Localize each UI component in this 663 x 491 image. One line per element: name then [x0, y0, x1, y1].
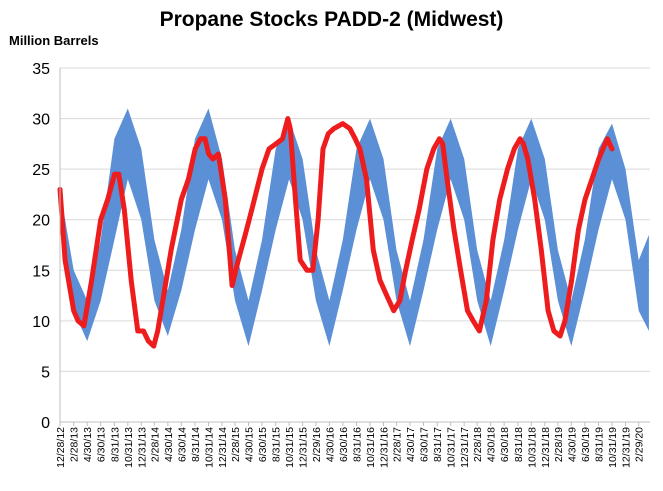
- x-tick-label: 8/31/17: [432, 427, 444, 462]
- x-tick-label: 12/31/15: [298, 427, 310, 468]
- x-tick-label: 2/28/19: [553, 427, 565, 462]
- x-tick-label: 2/28/18: [472, 427, 484, 462]
- x-tick-label: 8/31/13: [109, 427, 121, 462]
- x-tick-label: 12/28/12: [55, 427, 67, 468]
- x-tick-label: 12/31/18: [540, 427, 552, 468]
- y-tick-label: 0: [41, 415, 50, 432]
- x-tick-label: 6/30/14: [176, 427, 188, 462]
- y-tick-label: 10: [32, 314, 50, 331]
- x-tick-label: 10/31/13: [123, 427, 135, 468]
- x-tick-label: 8/31/18: [513, 427, 525, 462]
- y-tick-label: 35: [32, 61, 50, 78]
- x-tick-label: 8/31/14: [190, 427, 202, 462]
- x-tick-label: 4/30/19: [566, 427, 578, 462]
- x-tick-label: 6/30/17: [419, 427, 431, 462]
- x-tick-label: 4/30/16: [324, 427, 336, 462]
- x-tick-label: 2/28/17: [392, 427, 404, 462]
- x-tick-label: 12/31/19: [621, 427, 633, 468]
- x-tick-label: 10/31/19: [607, 427, 619, 468]
- x-tick-label: 6/30/16: [338, 427, 350, 462]
- y-tick-label: 15: [32, 263, 50, 280]
- y-axis-unit-label: Million Barrels: [9, 33, 99, 48]
- x-tick-label: 10/31/15: [284, 427, 296, 468]
- x-tick-label: 2/29/20: [634, 427, 646, 462]
- five-year-range-band: [60, 108, 649, 347]
- x-tick-label: 6/30/18: [499, 427, 511, 462]
- x-tick-label: 12/31/13: [136, 427, 148, 468]
- x-tick-label: 4/30/18: [486, 427, 498, 462]
- x-tick-label: 6/30/13: [96, 427, 108, 462]
- y-tick-labels: 0 5 10 15 20 25 30 35: [32, 61, 50, 432]
- y-tick-label: 20: [32, 213, 50, 230]
- x-tick-label: 4/30/15: [244, 427, 256, 462]
- y-tick-label: 30: [32, 112, 50, 129]
- x-tick-label: 12/31/14: [217, 427, 229, 468]
- x-tick-label: 10/31/17: [446, 427, 458, 468]
- x-tick-label: 2/28/15: [230, 427, 242, 462]
- x-tick-label: 8/31/15: [271, 427, 283, 462]
- x-tick-label: 8/31/16: [352, 427, 364, 462]
- x-tick-label: 8/31/19: [594, 427, 606, 462]
- x-tick-label: 12/31/16: [379, 427, 391, 468]
- x-tick-label: 4/30/14: [163, 427, 175, 462]
- chart-title: Propane Stocks PADD-2 (Midwest): [159, 8, 504, 31]
- x-tick-label: 2/29/16: [311, 427, 323, 462]
- y-tick-label: 25: [32, 162, 50, 179]
- x-tick-label: 2/28/14: [149, 427, 161, 462]
- y-tick-label: 5: [41, 364, 50, 381]
- x-tick-label: 6/30/19: [580, 427, 592, 462]
- x-tick-label: 10/31/16: [365, 427, 377, 468]
- x-tick-label: 10/31/14: [204, 427, 216, 468]
- range-band-area: [60, 108, 649, 347]
- x-tick-label: 12/31/17: [459, 427, 471, 468]
- current-stocks-line: [57, 116, 615, 349]
- x-tick-label: 10/31/18: [526, 427, 538, 468]
- x-tick-labels: 12/28/12 2/28/13 4/30/13 6/30/13 8/31/13 10/3…: [55, 427, 646, 468]
- axes: [59, 68, 650, 426]
- x-tick-label: 4/30/13: [82, 427, 94, 462]
- x-tick-label: 2/28/13: [69, 427, 81, 462]
- x-tick-label: 6/30/15: [257, 427, 269, 462]
- stocks-series-line: [57, 116, 615, 349]
- x-tick-label: 4/30/17: [405, 427, 417, 462]
